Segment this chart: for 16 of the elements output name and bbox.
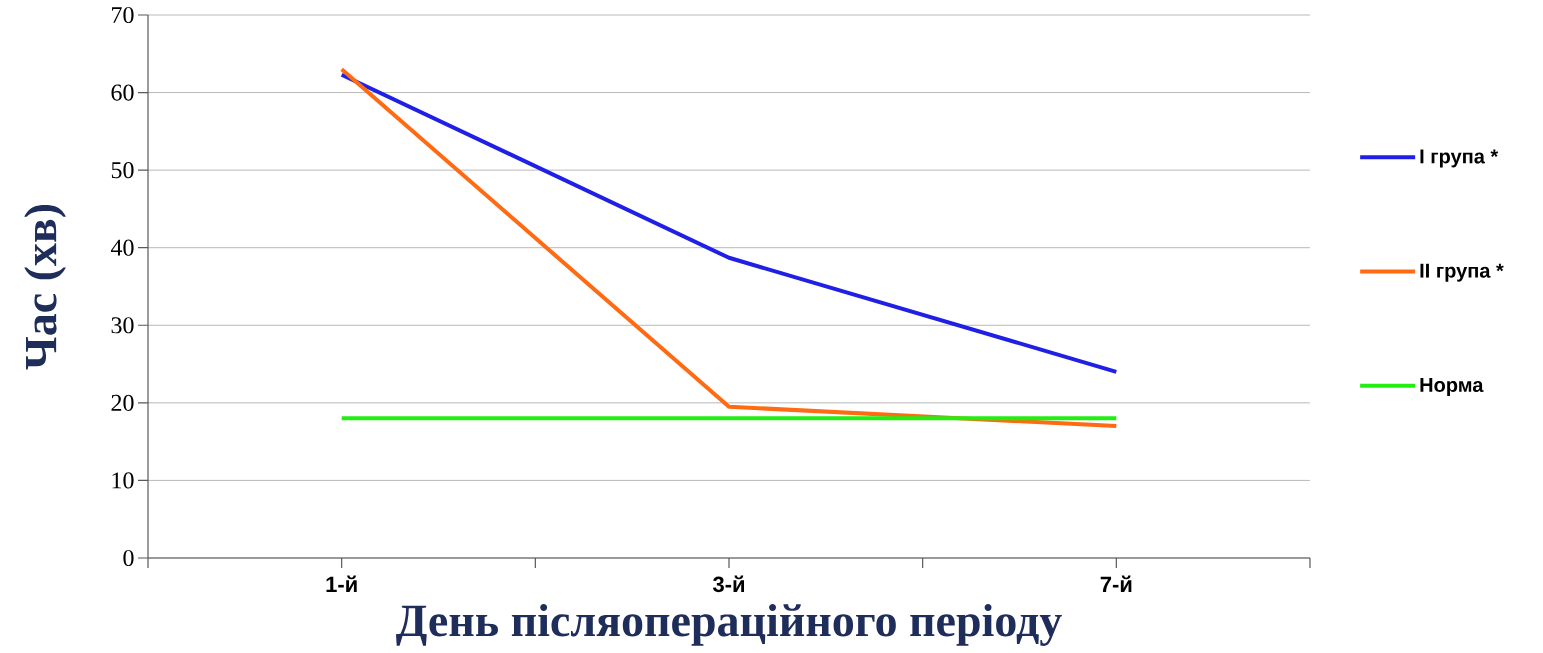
x-axis-title: День післяопераційного періоду	[395, 604, 1062, 646]
y-axis-title: Час (хв)	[24, 204, 66, 370]
legend-label: I група *	[1420, 149, 1499, 168]
y-tick-label: 10	[112, 472, 134, 489]
legend-label: Норма	[1420, 378, 1484, 396]
y-tick-label: 70	[112, 6, 134, 24]
legend-label: II група *	[1420, 263, 1504, 282]
y-tick-label: 0	[123, 549, 134, 567]
y-tick-label: 30	[111, 317, 134, 334]
y-tick-label: 50	[111, 162, 134, 179]
y-tick-label: 20	[111, 394, 134, 411]
x-tick-label: 7-й	[1100, 575, 1132, 592]
x-tick-label: 3-й	[712, 575, 745, 593]
y-tick-label: 60	[111, 84, 134, 101]
y-tick-label: 40	[110, 239, 134, 256]
x-tick-label: 1-й	[326, 575, 357, 592]
